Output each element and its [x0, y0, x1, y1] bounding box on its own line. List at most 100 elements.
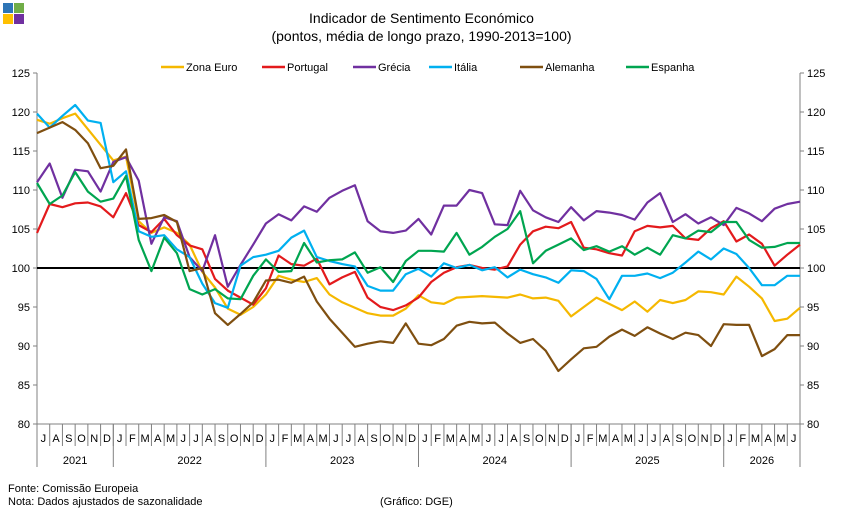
x-month-label: J	[422, 433, 428, 445]
x-month-label: S	[523, 433, 530, 445]
x-month-label: A	[205, 433, 213, 445]
x-month-label: J	[117, 433, 123, 445]
x-month-label: S	[370, 433, 377, 445]
x-month-label: N	[548, 433, 556, 445]
x-month-label: J	[791, 433, 797, 445]
x-month-label: N	[701, 433, 709, 445]
x-month-label: O	[77, 433, 86, 445]
series-line-gr-cia	[36, 156, 801, 288]
series-line-alemanha	[36, 120, 800, 373]
x-month-label: A	[154, 433, 162, 445]
x-month-label: F	[739, 433, 746, 445]
x-month-label: A	[510, 433, 518, 445]
x-month-label: J	[333, 433, 339, 445]
y-tick-label-right: 90	[807, 341, 819, 353]
x-month-label: M	[141, 433, 150, 445]
x-year-label: 2021	[63, 455, 87, 467]
y-tick-label-left: 115	[12, 146, 30, 158]
legend-label: Alemanha	[545, 62, 595, 74]
logo-square-bl	[3, 14, 13, 24]
legend-label: Portugal	[287, 62, 328, 74]
footer-note: Nota: Dados ajustados de sazonalidade	[8, 496, 203, 508]
y-tick-label-right: 105	[807, 224, 825, 236]
y-tick-label-right: 110	[807, 185, 825, 197]
x-month-label: J	[193, 433, 199, 445]
y-tick-label-right: 125	[807, 68, 825, 80]
x-month-label: D	[103, 433, 111, 445]
x-month-label: N	[395, 433, 403, 445]
x-year-label: 2022	[177, 455, 201, 467]
x-month-label: M	[751, 433, 760, 445]
legend-label: Itália	[454, 62, 478, 74]
x-year-label: 2024	[483, 455, 507, 467]
x-month-label: J	[727, 433, 733, 445]
x-month-label: O	[688, 433, 697, 445]
y-tick-label-right: 95	[807, 302, 819, 314]
x-month-label: M	[471, 433, 480, 445]
x-month-label: N	[90, 433, 98, 445]
chart-subtitle: (pontos, média de longo prazo, 1990-2013…	[271, 28, 572, 44]
x-month-label: D	[408, 433, 416, 445]
x-month-label: M	[776, 433, 785, 445]
x-month-label: M	[446, 433, 455, 445]
x-month-label: A	[52, 433, 60, 445]
x-month-label: A	[663, 433, 671, 445]
y-tick-label-left: 100	[12, 263, 30, 275]
y-tick-label-left: 125	[12, 68, 30, 80]
y-tick-label-right: 80	[807, 419, 819, 431]
x-month-label: A	[612, 433, 620, 445]
dge-logo	[3, 3, 25, 25]
x-month-label: J	[498, 433, 504, 445]
legend-label: Zona Euro	[186, 62, 237, 74]
x-month-label: M	[319, 433, 328, 445]
x-month-label: F	[434, 433, 441, 445]
y-tick-label-right: 100	[807, 263, 825, 275]
chart-title: Indicador de Sentimento Económico	[309, 10, 534, 26]
x-month-label: S	[65, 433, 72, 445]
x-month-label: M	[598, 433, 607, 445]
y-tick-label-left: 80	[18, 419, 30, 431]
footer-credit: (Gráfico: DGE)	[380, 496, 453, 508]
x-month-label: O	[535, 433, 544, 445]
x-month-label: J	[346, 433, 352, 445]
x-month-label: J	[486, 433, 492, 445]
y-tick-label-left: 85	[18, 380, 30, 392]
logo-square-tl	[3, 3, 13, 13]
x-month-label: O	[382, 433, 391, 445]
y-tick-label-right: 85	[807, 380, 819, 392]
legend-label: Grécia	[378, 62, 411, 74]
x-month-label: N	[243, 433, 251, 445]
x-month-label: F	[282, 433, 289, 445]
legend-label: Espanha	[651, 62, 695, 74]
x-month-label: M	[293, 433, 302, 445]
footer-source: Fonte: Comissão Europeia	[8, 483, 139, 495]
series-line-espanha	[36, 171, 800, 301]
x-month-label: D	[713, 433, 721, 445]
y-tick-label-left: 90	[18, 341, 30, 353]
y-tick-label-right: 120	[807, 107, 825, 119]
x-month-label: J	[270, 433, 276, 445]
x-month-label: J	[575, 433, 581, 445]
x-year-label: 2025	[635, 455, 659, 467]
x-month-label: O	[230, 433, 239, 445]
x-month-label: S	[218, 433, 225, 445]
y-tick-label-left: 95	[18, 302, 30, 314]
x-month-label: A	[358, 433, 366, 445]
y-tick-label-left: 120	[12, 107, 30, 119]
series-line-zona-euro	[36, 112, 801, 323]
x-month-label: A	[459, 433, 467, 445]
x-month-label: A	[765, 433, 773, 445]
x-month-label: J	[180, 433, 186, 445]
x-month-label: M	[624, 433, 633, 445]
x-month-label: A	[307, 433, 315, 445]
x-month-label: F	[587, 433, 594, 445]
x-year-label: 2023	[330, 455, 354, 467]
x-month-label: F	[129, 433, 136, 445]
logo-square-br	[14, 14, 24, 24]
x-month-label: S	[676, 433, 683, 445]
series-line-it-lia	[36, 103, 800, 309]
x-year-label: 2026	[750, 455, 774, 467]
x-month-label: J	[651, 433, 657, 445]
x-month-label: J	[638, 433, 644, 445]
